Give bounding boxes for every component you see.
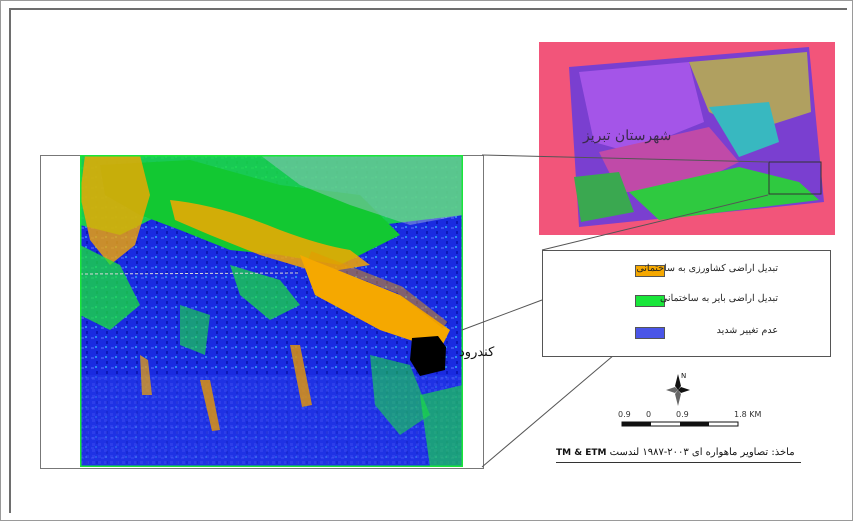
legend: تبدیل اراضی کشاورزی به ساختمانی تبدیل ار… — [542, 250, 831, 357]
legend-item-agricultural: تبدیل اراضی کشاورزی به ساختمانی — [543, 261, 830, 279]
legend-swatch-blue — [635, 327, 665, 339]
inset-label: شهرستان تبریز — [583, 128, 672, 144]
legend-swatch-green — [635, 295, 665, 307]
legend-item-barren: تبدیل اراضی بایر به ساختمانی — [543, 291, 830, 309]
main-map — [80, 155, 463, 467]
scale-tick: 0 — [646, 410, 652, 419]
scale-tick: 1.8 KM — [734, 410, 762, 419]
source-underline — [556, 462, 801, 463]
scale-tick: 0.9 — [618, 410, 631, 419]
legend-label: تبدیل اراضی کشاورزی به ساختمانی — [636, 263, 778, 274]
inner-frame — [9, 8, 847, 513]
source-note: ماخذ: تصاویر ماهواره ای ۲۰۰۳-۱۹۸۷ لندست … — [556, 447, 795, 458]
legend-item-unchanged: عدم تغییر شدید — [543, 323, 830, 341]
place-label-kondrood: کندرود — [459, 345, 495, 360]
legend-swatch-orange — [635, 265, 665, 277]
main-map-image — [80, 155, 463, 467]
legend-label: عدم تغییر شدید — [716, 325, 778, 336]
source-text: ماخذ: تصاویر ماهواره ای ۲۰۰۳-۱۹۸۷ لندست — [609, 447, 795, 458]
legend-label: تبدیل اراضی بایر به ساختمانی — [660, 293, 778, 304]
scale-tick: 0.9 — [676, 410, 689, 419]
sensor-label: TM & ETM — [556, 448, 607, 458]
